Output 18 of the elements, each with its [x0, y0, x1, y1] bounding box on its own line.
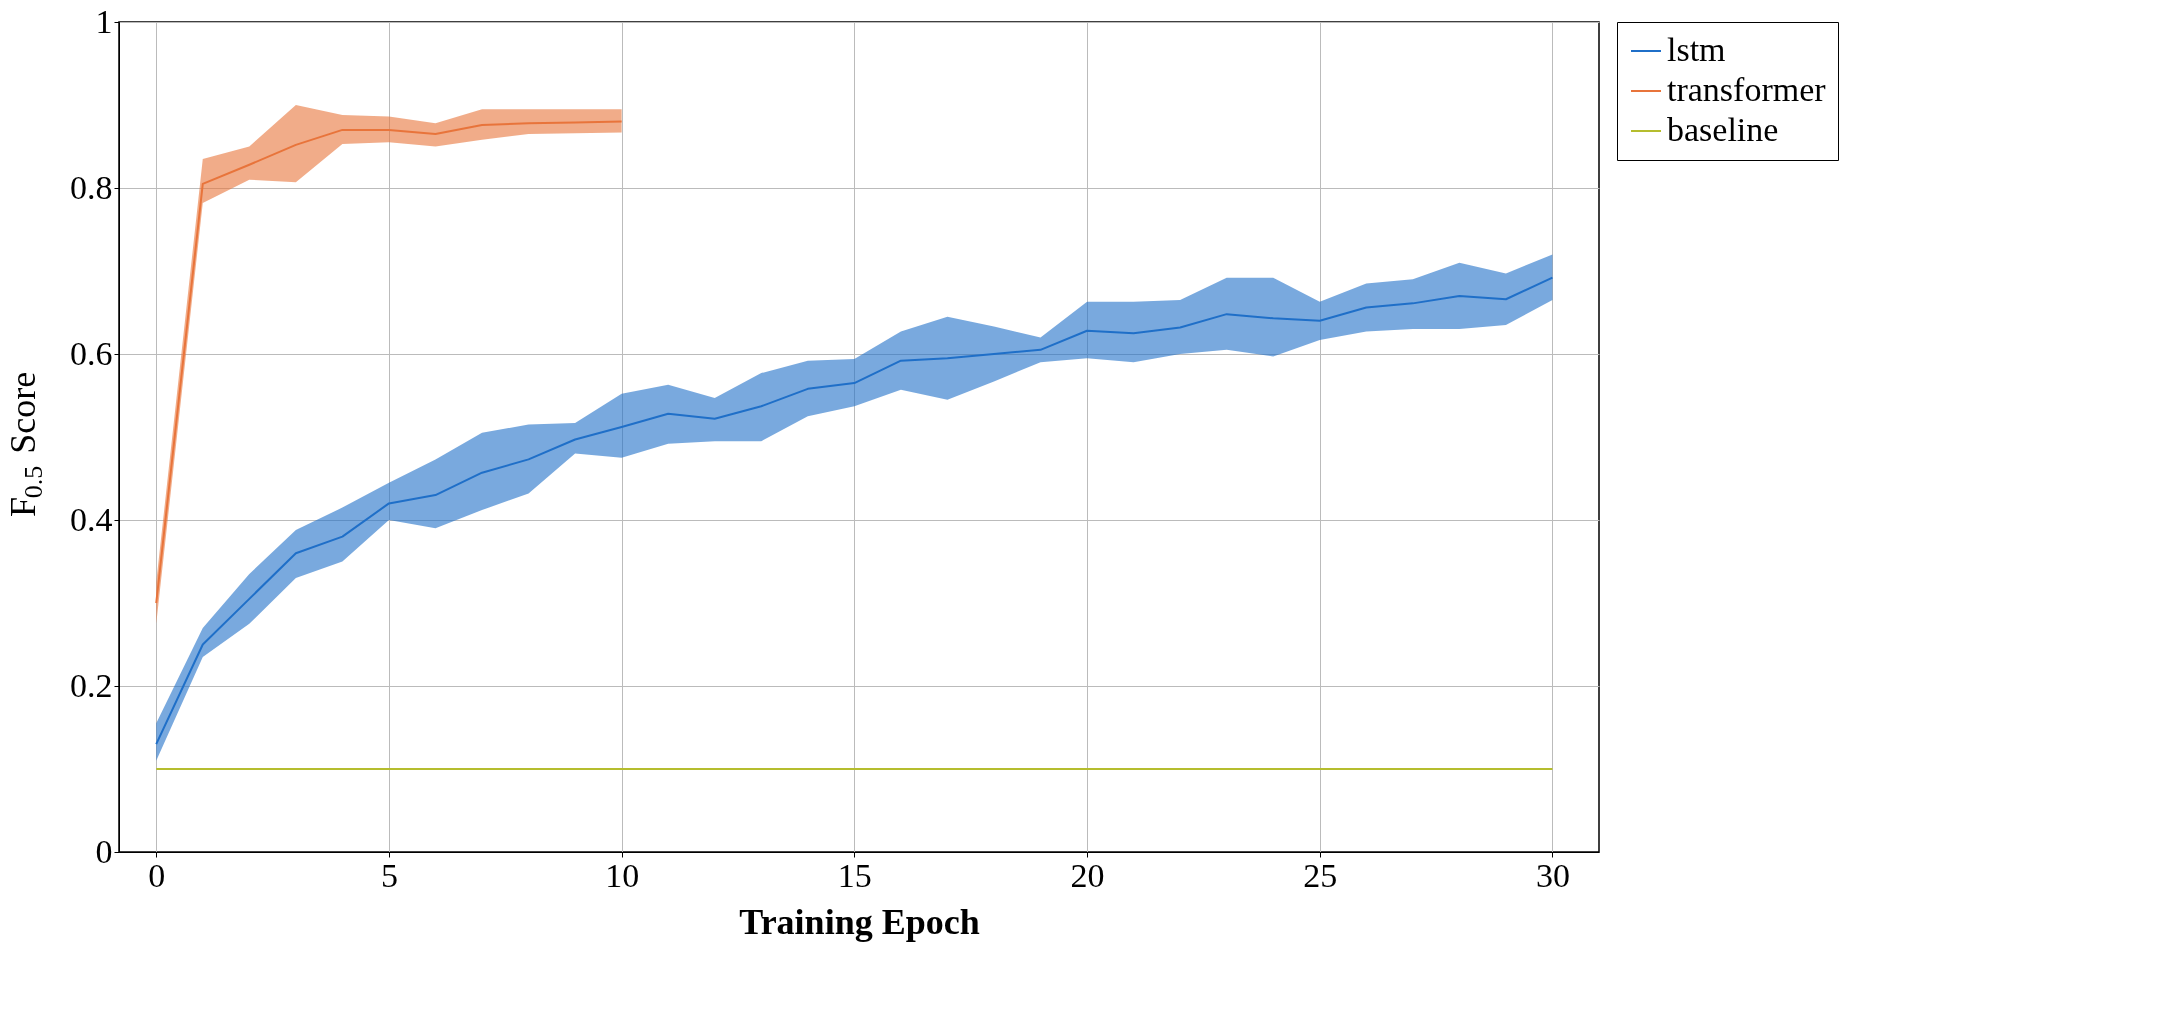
legend-label: transformer	[1667, 71, 1827, 108]
legend-label: lstm	[1667, 31, 1726, 68]
y-axis-title: F0.5 Score	[3, 371, 48, 517]
x-tick-label: 5	[380, 856, 398, 894]
x-tick-label: 20	[1070, 856, 1105, 894]
legend-label: baseline	[1667, 111, 1779, 148]
y-tick-label: 0	[95, 832, 113, 870]
x-axis-title: Training Epoch	[739, 901, 980, 942]
x-tick-label: 0	[148, 856, 166, 894]
y-tick-label: 0.2	[70, 666, 113, 704]
y-tick-label: 1	[95, 2, 113, 40]
x-tick-label: 30	[1535, 856, 1570, 894]
y-tick-label: 0.4	[70, 500, 113, 538]
x-tick-label: 10	[605, 856, 640, 894]
y-tick-label: 0.6	[70, 334, 113, 372]
x-tick-label: 25	[1303, 856, 1338, 894]
x-tick-label: 15	[837, 856, 872, 894]
y-tick-label: 0.8	[70, 168, 113, 206]
